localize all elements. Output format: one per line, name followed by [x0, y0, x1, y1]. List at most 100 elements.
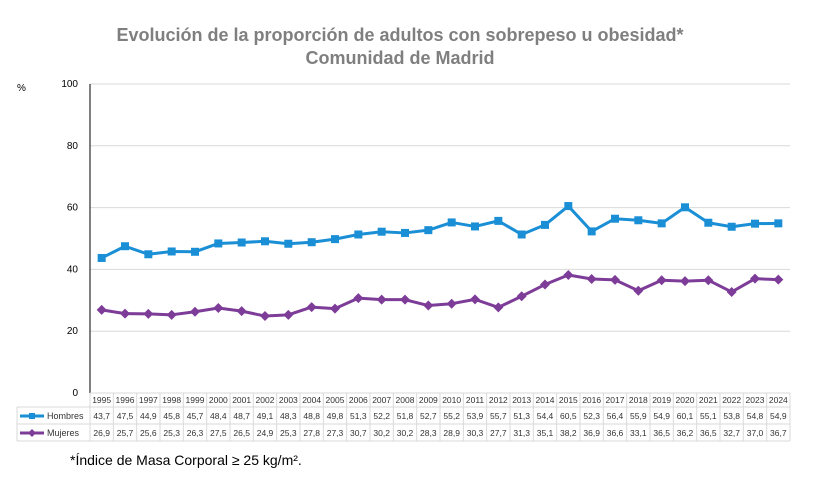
data-point: [540, 279, 550, 290]
table-value: 28,9: [443, 428, 460, 438]
table-value: 25,6: [140, 428, 157, 438]
table-value: 53,8: [723, 411, 740, 421]
y-tick-label: 40: [67, 264, 79, 275]
data-point: [191, 247, 199, 256]
table-value: 60,5: [560, 411, 577, 421]
data-point: [400, 294, 410, 305]
table-value: 44,9: [140, 411, 157, 421]
table-value: 51,3: [513, 411, 530, 421]
data-point: [634, 216, 643, 225]
table-value: 30,7: [350, 428, 367, 438]
data-point: [657, 219, 666, 228]
data-point: [306, 302, 317, 313]
table-value: 48,8: [303, 411, 320, 421]
x-tick-label: 2011: [466, 395, 485, 405]
table-value: 43,7: [93, 411, 110, 421]
x-tick-label: 2005: [326, 395, 345, 405]
data-point: [190, 306, 200, 317]
data-point: [587, 227, 596, 236]
table-value: 45,7: [187, 411, 204, 421]
x-tick-label: 2009: [419, 395, 438, 405]
data-point: [773, 274, 784, 285]
data-point: [727, 222, 736, 231]
table-value: 51,3: [350, 411, 367, 421]
legend-label: Mujeres: [47, 428, 80, 438]
x-tick-label: 2019: [652, 395, 671, 405]
x-tick-label: 2008: [396, 395, 415, 405]
table-value: 52,7: [420, 411, 437, 421]
data-point: [656, 275, 667, 286]
table-value: 27,5: [210, 428, 227, 438]
data-point: [726, 286, 737, 297]
data-point: [376, 294, 387, 305]
x-tick-label: 2015: [559, 395, 578, 405]
data-point: [330, 303, 340, 314]
x-tick-label: 2013: [512, 395, 531, 405]
table-value: 38,2: [560, 428, 577, 438]
table-value: 36,7: [770, 428, 787, 438]
data-point: [121, 242, 129, 251]
data-point: [494, 216, 503, 225]
data-point: [120, 308, 130, 319]
table-value: 55,9: [630, 411, 647, 421]
data-point: [214, 239, 223, 248]
table-value: 30,2: [373, 428, 390, 438]
data-point: [704, 218, 713, 227]
footnote: *Índice de Masa Corporal ≥ 25 kg/m².: [70, 452, 302, 468]
data-point: [633, 285, 644, 296]
data-point: [424, 226, 433, 235]
table-value: 26,5: [233, 428, 250, 438]
x-tick-label: 2002: [256, 395, 275, 405]
table-value: 55,7: [490, 411, 507, 421]
table-value: 33,1: [630, 428, 647, 438]
y-tick-label: 0: [72, 388, 78, 399]
table-value: 26,9: [93, 428, 110, 438]
legend-marker: [29, 413, 35, 419]
table-value: 45,8: [163, 411, 180, 421]
y-tick-label: 80: [67, 141, 79, 152]
x-tick-label: 2000: [209, 395, 228, 405]
series-line-hombres: [100, 204, 779, 260]
table-value: 54,8: [747, 411, 764, 421]
data-point: [377, 227, 386, 236]
data-point: [774, 219, 783, 228]
x-tick-label: 2006: [349, 395, 368, 405]
table-value: 26,3: [187, 428, 204, 438]
table-value: 55,1: [700, 411, 717, 421]
x-tick-label: 2020: [676, 395, 695, 405]
data-point: [284, 239, 293, 248]
x-tick-label: 1997: [139, 395, 158, 405]
data-point: [516, 291, 527, 302]
table-value: 54,9: [770, 411, 787, 421]
data-point: [564, 202, 573, 211]
data-point: [237, 238, 246, 247]
x-tick-label: 2007: [372, 395, 391, 405]
data-point: [751, 219, 759, 228]
table-value: 24,9: [257, 428, 274, 438]
data-point: [307, 238, 316, 247]
table-value: 54,4: [537, 411, 554, 421]
table-value: 35,1: [537, 428, 554, 438]
chart-title: Evolución de la proporción de adultos co…: [116, 25, 684, 45]
table-value: 36,2: [677, 428, 694, 438]
table-value: 25,7: [117, 428, 134, 438]
data-point: [354, 230, 363, 239]
data-point: [517, 230, 526, 239]
x-tick-label: 1999: [186, 395, 205, 405]
table-value: 36,5: [653, 428, 670, 438]
table-value: 49,1: [257, 411, 274, 421]
data-point: [353, 293, 364, 304]
data-point: [680, 276, 690, 287]
table-value: 30,2: [397, 428, 414, 438]
data-point: [681, 203, 689, 212]
series-line-mujeres: [101, 273, 779, 318]
y-tick-label: 100: [61, 79, 78, 90]
data-point: [283, 309, 294, 320]
table-value: 28,3: [420, 428, 437, 438]
data-point: [96, 304, 107, 315]
data-point: [586, 273, 597, 284]
data-point: [470, 294, 480, 305]
table-value: 48,4: [210, 411, 227, 421]
table-value: 27,3: [327, 428, 344, 438]
